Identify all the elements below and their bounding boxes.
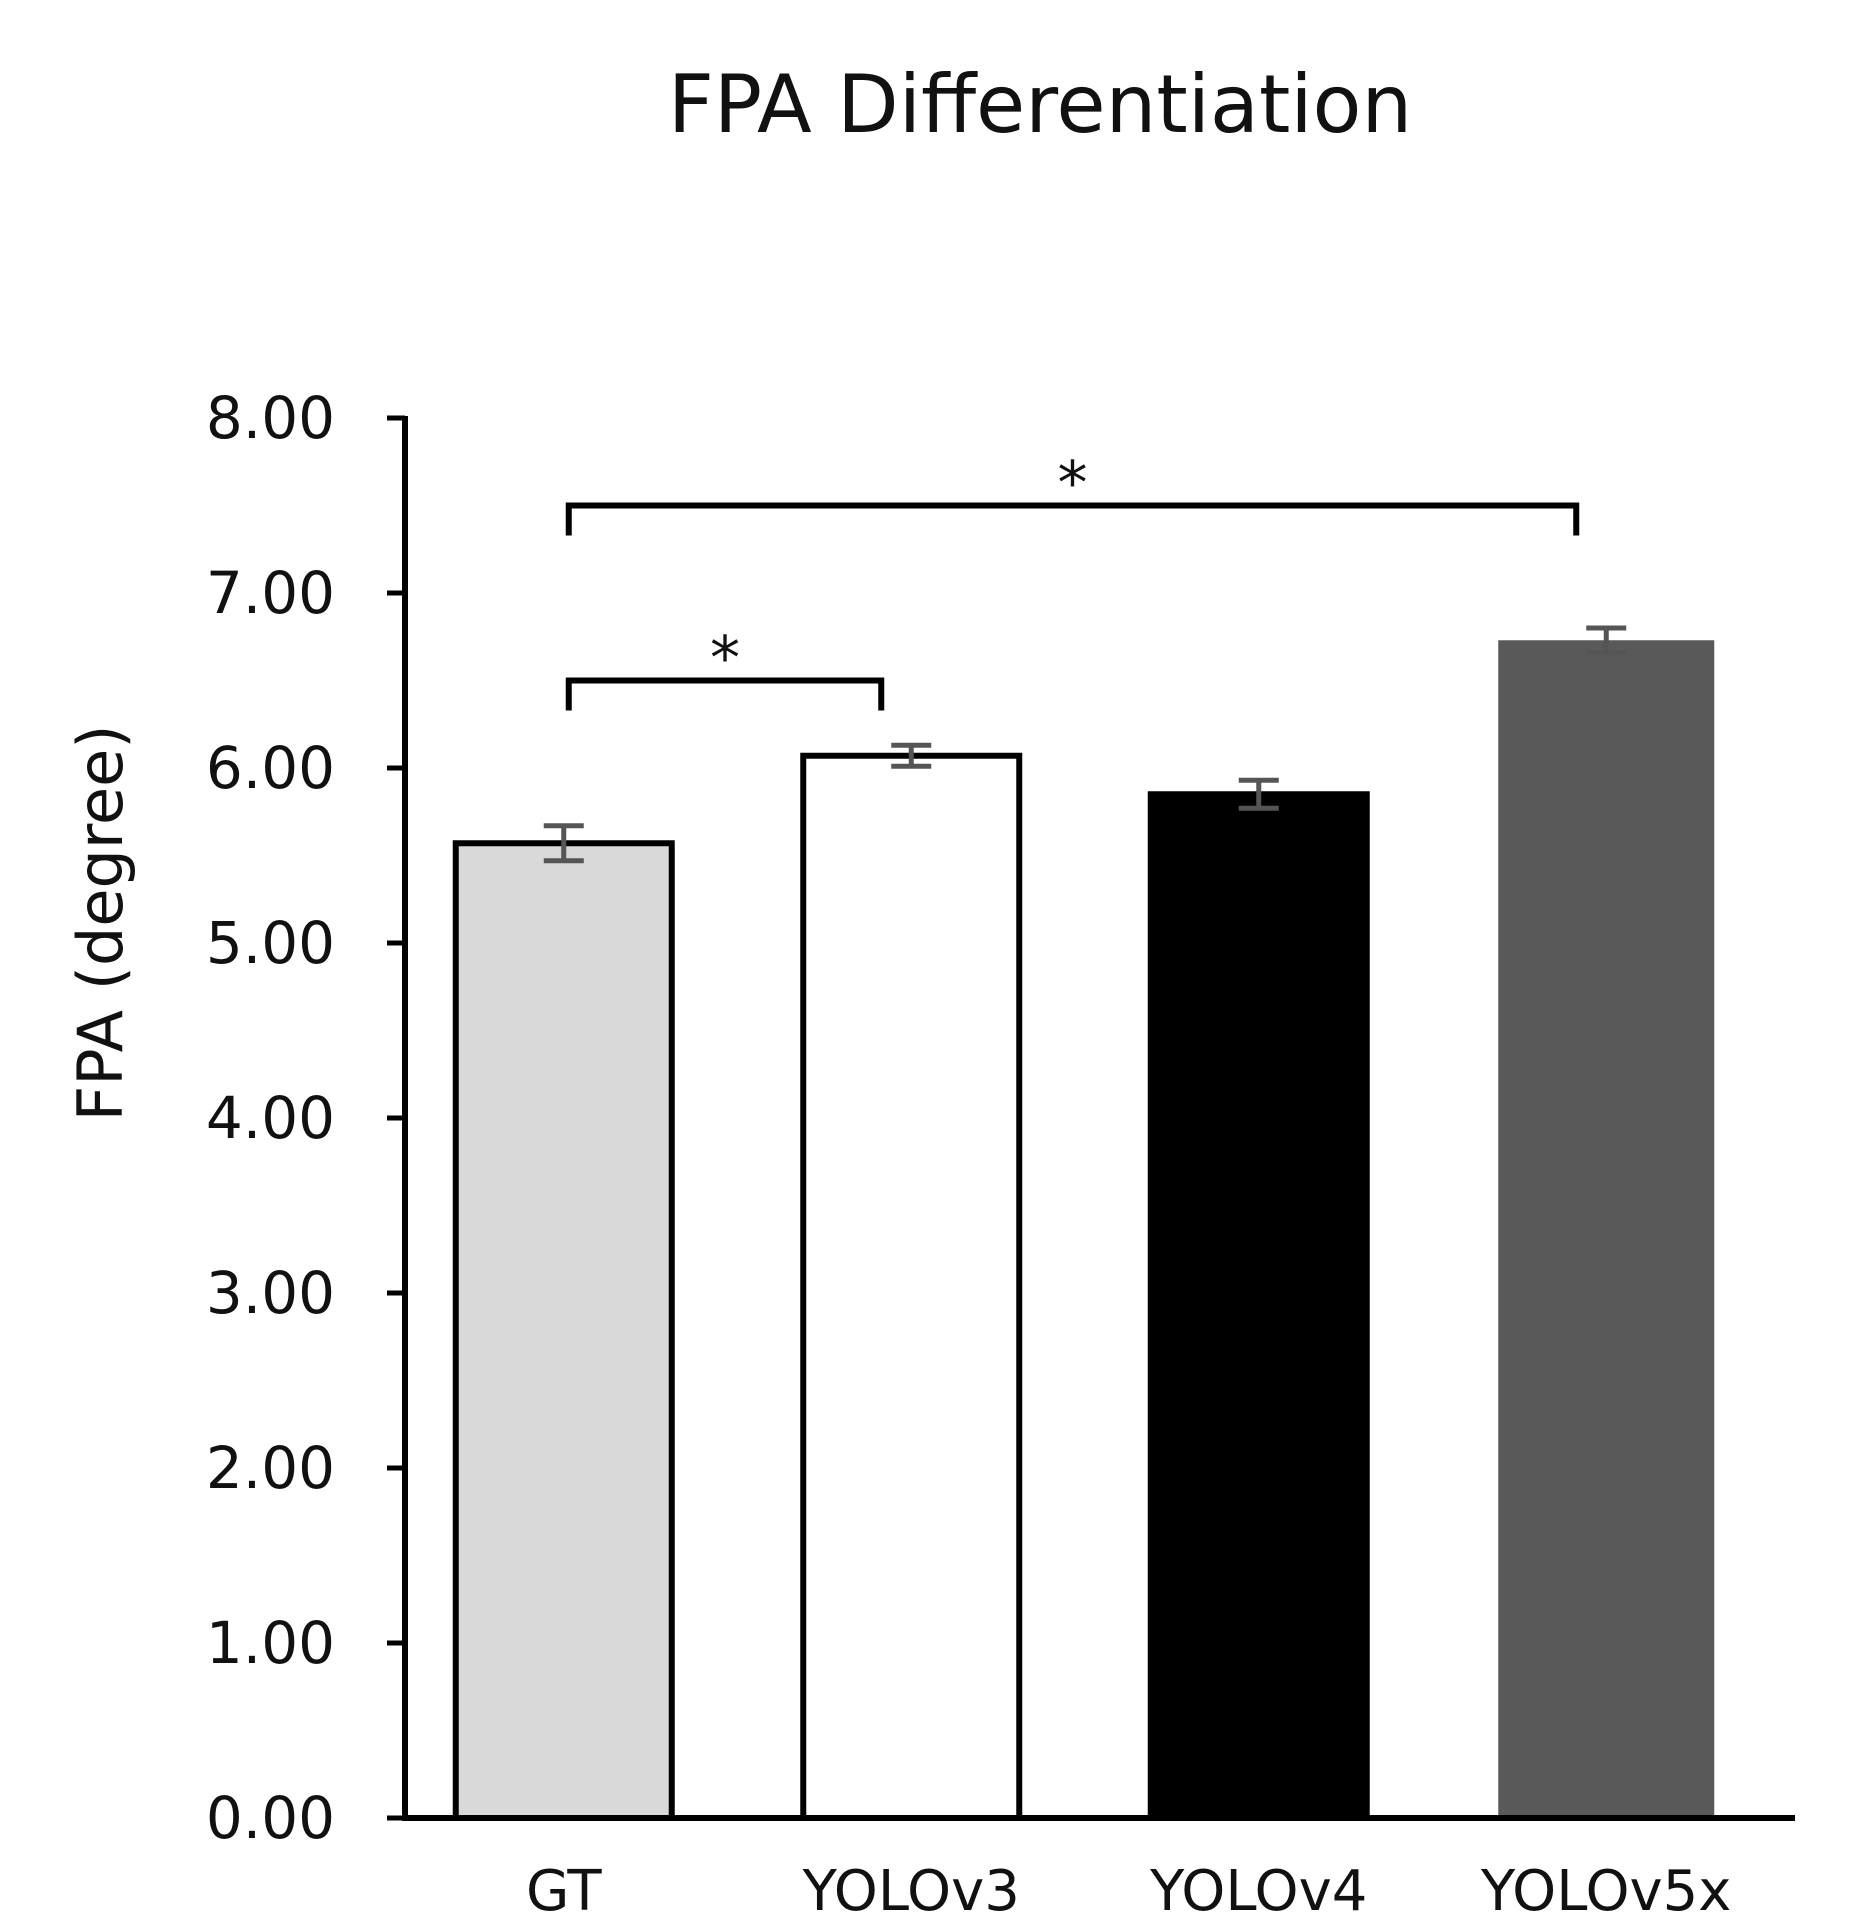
y-tick-label: 3.00 [206, 1259, 335, 1327]
chart-title: FPA Differentiation [668, 58, 1412, 151]
x-category-label: YOLOv4 [1149, 1859, 1367, 1924]
y-tick-label: 5.00 [206, 909, 335, 977]
y-tick-label: 8.00 [206, 384, 335, 452]
axes [402, 416, 1795, 1821]
y-axis-ticks: 0.00 1.00 2.00 3.00 4.00 5.00 6.00 7.00 8.00 [206, 384, 405, 1852]
bar-yolov5x [1498, 640, 1715, 1818]
significance-star: * [710, 624, 740, 694]
y-tick-label: 0.00 [206, 1784, 335, 1852]
bar-yolov4 [1147, 791, 1370, 1821]
y-tick-label: 7.00 [206, 559, 335, 627]
y-tick-label: 4.00 [206, 1084, 335, 1152]
significance-star: * [1058, 449, 1088, 519]
error-bars [543, 625, 1627, 864]
bars [452, 640, 1715, 1821]
y-tick-label: 2.00 [206, 1434, 335, 1502]
x-axis-categories: GT YOLOv3 YOLOv4 YOLOv5x [526, 1859, 1732, 1924]
significance-brackets: ** [565, 449, 1580, 711]
x-category-label: GT [526, 1859, 602, 1924]
y-tick-label: 6.00 [206, 734, 335, 802]
bar-gt [452, 840, 675, 1821]
y-axis-label: FPA (degree) [64, 725, 137, 1122]
x-category-label: YOLOv5x [1480, 1859, 1731, 1924]
x-category-label: YOLOv3 [802, 1859, 1020, 1924]
significance-bracket [565, 502, 1580, 536]
significance-bracket [565, 677, 885, 711]
bar-yolov3 [800, 752, 1023, 1821]
y-tick-label: 1.00 [206, 1609, 335, 1677]
